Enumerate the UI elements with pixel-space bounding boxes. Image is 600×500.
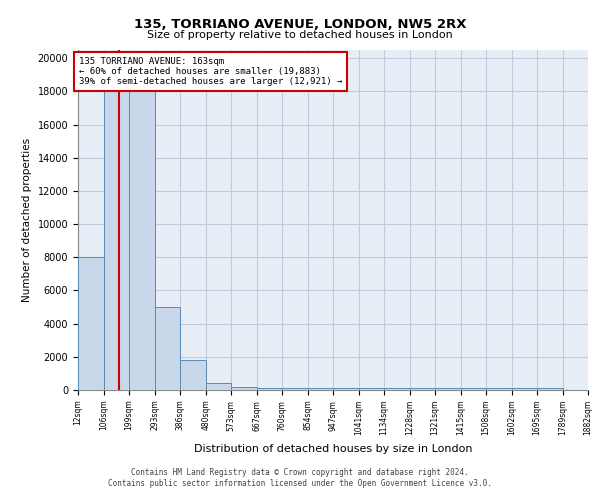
- Bar: [308, 388, 333, 390]
- Bar: [231, 386, 257, 390]
- Bar: [129, 70, 155, 390]
- Bar: [155, 307, 180, 390]
- Bar: [333, 388, 359, 390]
- Text: Size of property relative to detached houses in London: Size of property relative to detached ho…: [147, 30, 453, 40]
- Bar: [537, 388, 563, 390]
- Bar: [282, 388, 308, 390]
- Bar: [206, 384, 231, 390]
- Bar: [410, 388, 435, 390]
- Bar: [461, 388, 486, 390]
- Bar: [257, 388, 282, 390]
- Bar: [359, 388, 384, 390]
- Bar: [512, 388, 537, 390]
- Text: 135 TORRIANO AVENUE: 163sqm
← 60% of detached houses are smaller (19,883)
39% of: 135 TORRIANO AVENUE: 163sqm ← 60% of det…: [79, 56, 342, 86]
- Bar: [384, 388, 410, 390]
- X-axis label: Distribution of detached houses by size in London: Distribution of detached houses by size …: [194, 444, 472, 454]
- Bar: [486, 388, 512, 390]
- Bar: [180, 360, 206, 390]
- Text: Contains HM Land Registry data © Crown copyright and database right 2024.
Contai: Contains HM Land Registry data © Crown c…: [108, 468, 492, 487]
- Text: 135, TORRIANO AVENUE, LONDON, NW5 2RX: 135, TORRIANO AVENUE, LONDON, NW5 2RX: [134, 18, 466, 30]
- Bar: [78, 258, 104, 390]
- Y-axis label: Number of detached properties: Number of detached properties: [22, 138, 32, 302]
- Bar: [435, 388, 461, 390]
- Bar: [104, 70, 129, 390]
